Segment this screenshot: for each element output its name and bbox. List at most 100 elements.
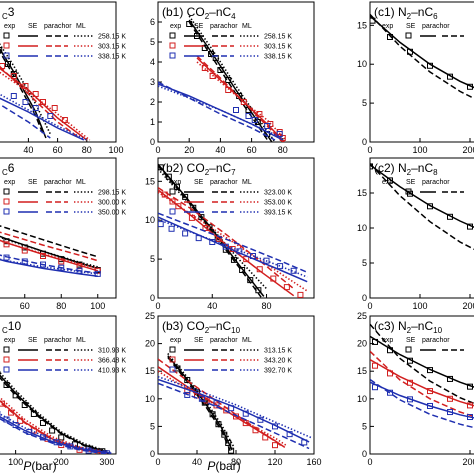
exp-point [252, 427, 259, 434]
title-text: 3 [8, 5, 15, 19]
plot-area [0, 225, 101, 277]
x-tick-label: 40 [23, 145, 33, 155]
exp-point [407, 357, 413, 364]
exp-point [201, 65, 208, 71]
panel-a3: 100 200 300 C10 exp SE parachor ML 310.93 K 366.4… [0, 315, 126, 467]
x-tick-label: 60 [247, 145, 257, 155]
exp-point [182, 193, 189, 200]
panel-c1: 0 100 200 0 5 10 15 (c1) N2–nC6 exp SE parachor [357, 1, 474, 155]
legend-header: exp [4, 337, 15, 344]
exp-point [286, 431, 293, 438]
exp-point [427, 388, 433, 395]
exp-point [221, 431, 228, 438]
legend-header: exp [170, 23, 181, 30]
x-tick-label: 100 [108, 145, 123, 155]
exp-point [372, 362, 378, 369]
legend-header: exp [4, 179, 15, 186]
plot-area [0, 370, 112, 454]
exp-point [3, 382, 10, 388]
legend-header: SE [194, 23, 204, 30]
exp-point [12, 422, 19, 429]
exp-point [184, 391, 191, 398]
series-par-line [158, 382, 310, 450]
x-tick-label: 80 [231, 457, 241, 467]
series-par-line [370, 350, 474, 418]
series-ml-line [0, 71, 91, 141]
exp-point [184, 377, 191, 384]
y-tick-label: 15 [145, 176, 155, 186]
legend-header: exp [382, 337, 393, 344]
series-par-line [158, 186, 295, 290]
exp-point [245, 113, 252, 119]
series-se-line [370, 15, 474, 89]
exp-point [407, 48, 413, 55]
y-tick-label: 10 [357, 394, 367, 404]
exp-point [26, 428, 33, 435]
legend-marker [3, 42, 10, 49]
legend-temp-label: 310.93 K [98, 348, 126, 355]
exp-point [239, 267, 246, 273]
legend-temp-label: 338.15 K [264, 54, 292, 61]
exp-point [67, 443, 74, 450]
legend-temp-label: 303.15 K [264, 44, 292, 51]
series-par-line [0, 254, 98, 274]
series-ml-line [188, 15, 276, 142]
x-tick-label: 160 [306, 457, 321, 467]
y-tick-label: 0 [362, 293, 367, 303]
x-axis-label: P(bar) [207, 459, 240, 473]
title-subscript: 2 [407, 168, 412, 177]
y-tick-label: 1 [150, 117, 155, 127]
exp-point [10, 93, 17, 99]
legend-marker [169, 198, 176, 205]
exp-point [370, 163, 373, 170]
exp-point [270, 275, 277, 282]
legend-marker [169, 366, 176, 373]
legend-header: SE [28, 179, 38, 186]
legend-header: parachor [422, 23, 450, 30]
legend-header: SE [28, 337, 38, 344]
exp-point [30, 410, 37, 417]
series-se-line [0, 239, 99, 272]
legend-header: exp [170, 179, 181, 186]
x-tick-label: 100 [412, 301, 427, 311]
exp-point [222, 243, 229, 250]
exp-point [76, 267, 83, 274]
legend-marker [169, 32, 176, 39]
panel-b2: 0 40 80 0 5 10 15 (b2) CO2–nC7 exp SE parachor ML 32… [145, 157, 315, 311]
exp-point [58, 264, 65, 271]
y-tick-label: 15 [357, 366, 367, 376]
exp-point [256, 266, 263, 273]
exp-point [387, 370, 393, 377]
title-subscript: 10 [231, 326, 240, 335]
legend-header: parachor [210, 23, 238, 30]
exp-point [85, 447, 92, 454]
exp-point [53, 439, 60, 446]
y-tick-label: 25 [357, 311, 367, 321]
exp-point [272, 442, 278, 449]
x-tick-label: 0 [367, 145, 372, 155]
exp-point [202, 225, 209, 231]
exp-point [12, 392, 19, 399]
series-se-line [370, 381, 474, 419]
exp-point [8, 409, 15, 416]
panel-title: (c3) N2–nC10 [374, 319, 443, 335]
exp-point [243, 256, 250, 263]
exp-point [372, 384, 378, 391]
legend-header: ML [76, 337, 86, 344]
title-text: –nC [411, 161, 433, 175]
exp-point [21, 258, 28, 265]
exp-point [0, 63, 6, 69]
exp-point [228, 405, 235, 412]
x-tick-label: 60 [53, 145, 63, 155]
exp-point [467, 83, 473, 90]
exp-point [32, 91, 39, 97]
series-ml-line [158, 218, 308, 278]
series-ml-line [158, 370, 288, 447]
title-subscript: 7 [231, 168, 236, 177]
exp-point [217, 67, 224, 73]
legend-header: parachor [44, 179, 72, 186]
exp-point [225, 87, 232, 93]
exp-point [277, 263, 284, 270]
series-se-line [0, 97, 85, 141]
exp-point [10, 73, 17, 79]
